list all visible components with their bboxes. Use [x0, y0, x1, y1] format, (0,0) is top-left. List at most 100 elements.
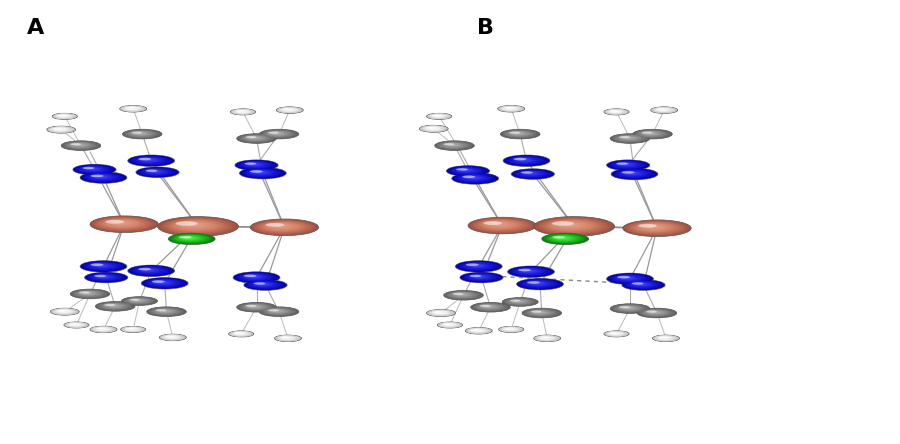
Ellipse shape — [500, 129, 540, 139]
Ellipse shape — [242, 304, 269, 310]
Ellipse shape — [610, 274, 649, 283]
Ellipse shape — [145, 169, 166, 174]
Ellipse shape — [462, 175, 485, 181]
Ellipse shape — [607, 160, 650, 170]
Ellipse shape — [264, 308, 292, 315]
Ellipse shape — [74, 165, 114, 174]
Ellipse shape — [241, 304, 270, 310]
Ellipse shape — [128, 328, 136, 330]
Ellipse shape — [68, 143, 92, 148]
Ellipse shape — [133, 132, 147, 135]
Ellipse shape — [266, 309, 290, 314]
Ellipse shape — [52, 309, 77, 315]
Ellipse shape — [616, 170, 651, 178]
Ellipse shape — [283, 108, 294, 111]
Ellipse shape — [611, 304, 649, 313]
Ellipse shape — [436, 312, 443, 313]
Ellipse shape — [247, 136, 263, 140]
Ellipse shape — [173, 220, 218, 231]
Ellipse shape — [518, 279, 561, 289]
Ellipse shape — [661, 109, 664, 110]
Ellipse shape — [651, 311, 659, 313]
Ellipse shape — [616, 275, 640, 281]
Ellipse shape — [238, 273, 273, 281]
Ellipse shape — [521, 171, 533, 174]
Ellipse shape — [157, 281, 167, 284]
Ellipse shape — [462, 273, 500, 282]
Ellipse shape — [139, 158, 151, 160]
Ellipse shape — [446, 291, 480, 299]
Ellipse shape — [234, 272, 278, 283]
Ellipse shape — [238, 333, 241, 334]
Ellipse shape — [232, 332, 249, 336]
Ellipse shape — [142, 269, 155, 272]
Ellipse shape — [265, 222, 299, 230]
Ellipse shape — [269, 309, 285, 313]
Ellipse shape — [82, 172, 124, 182]
Ellipse shape — [628, 281, 657, 288]
Ellipse shape — [460, 262, 496, 270]
Ellipse shape — [130, 155, 172, 166]
Ellipse shape — [608, 332, 625, 336]
Ellipse shape — [167, 336, 176, 338]
Ellipse shape — [76, 165, 112, 174]
Ellipse shape — [503, 130, 536, 138]
Ellipse shape — [635, 283, 647, 286]
Ellipse shape — [138, 167, 176, 177]
Ellipse shape — [260, 130, 298, 139]
Ellipse shape — [432, 115, 439, 116]
Ellipse shape — [436, 115, 440, 116]
Ellipse shape — [445, 291, 482, 300]
Ellipse shape — [662, 337, 666, 338]
Ellipse shape — [653, 312, 655, 313]
Ellipse shape — [110, 220, 132, 226]
Ellipse shape — [526, 172, 534, 174]
Ellipse shape — [278, 225, 282, 226]
Ellipse shape — [254, 282, 274, 287]
Ellipse shape — [433, 115, 444, 117]
Ellipse shape — [93, 174, 111, 179]
Ellipse shape — [616, 135, 641, 141]
Ellipse shape — [505, 155, 547, 166]
Ellipse shape — [97, 328, 107, 330]
Ellipse shape — [420, 125, 447, 132]
Ellipse shape — [123, 297, 155, 305]
Ellipse shape — [70, 323, 81, 326]
Ellipse shape — [474, 303, 505, 311]
Ellipse shape — [249, 136, 260, 139]
Ellipse shape — [604, 331, 629, 337]
Ellipse shape — [130, 108, 134, 109]
Ellipse shape — [53, 113, 76, 119]
Ellipse shape — [176, 235, 204, 242]
Ellipse shape — [122, 297, 158, 305]
Ellipse shape — [105, 220, 124, 224]
Ellipse shape — [65, 322, 88, 328]
Ellipse shape — [450, 292, 474, 298]
Ellipse shape — [647, 226, 659, 228]
Ellipse shape — [508, 108, 512, 109]
Ellipse shape — [461, 175, 487, 181]
Ellipse shape — [130, 108, 133, 109]
Ellipse shape — [466, 328, 490, 333]
Ellipse shape — [125, 107, 140, 110]
Ellipse shape — [444, 143, 454, 145]
Ellipse shape — [661, 109, 665, 110]
Ellipse shape — [52, 113, 77, 119]
Ellipse shape — [172, 234, 211, 243]
Ellipse shape — [243, 274, 266, 280]
Ellipse shape — [644, 225, 662, 229]
Ellipse shape — [426, 127, 434, 128]
Ellipse shape — [503, 327, 518, 331]
Ellipse shape — [105, 304, 122, 308]
Ellipse shape — [620, 276, 635, 280]
Ellipse shape — [249, 170, 273, 175]
Ellipse shape — [479, 304, 499, 309]
Ellipse shape — [466, 176, 479, 179]
Ellipse shape — [505, 298, 535, 305]
Ellipse shape — [163, 218, 230, 234]
Ellipse shape — [239, 111, 244, 112]
Ellipse shape — [57, 128, 63, 130]
Ellipse shape — [434, 115, 442, 117]
Ellipse shape — [509, 131, 520, 134]
Ellipse shape — [478, 304, 500, 309]
